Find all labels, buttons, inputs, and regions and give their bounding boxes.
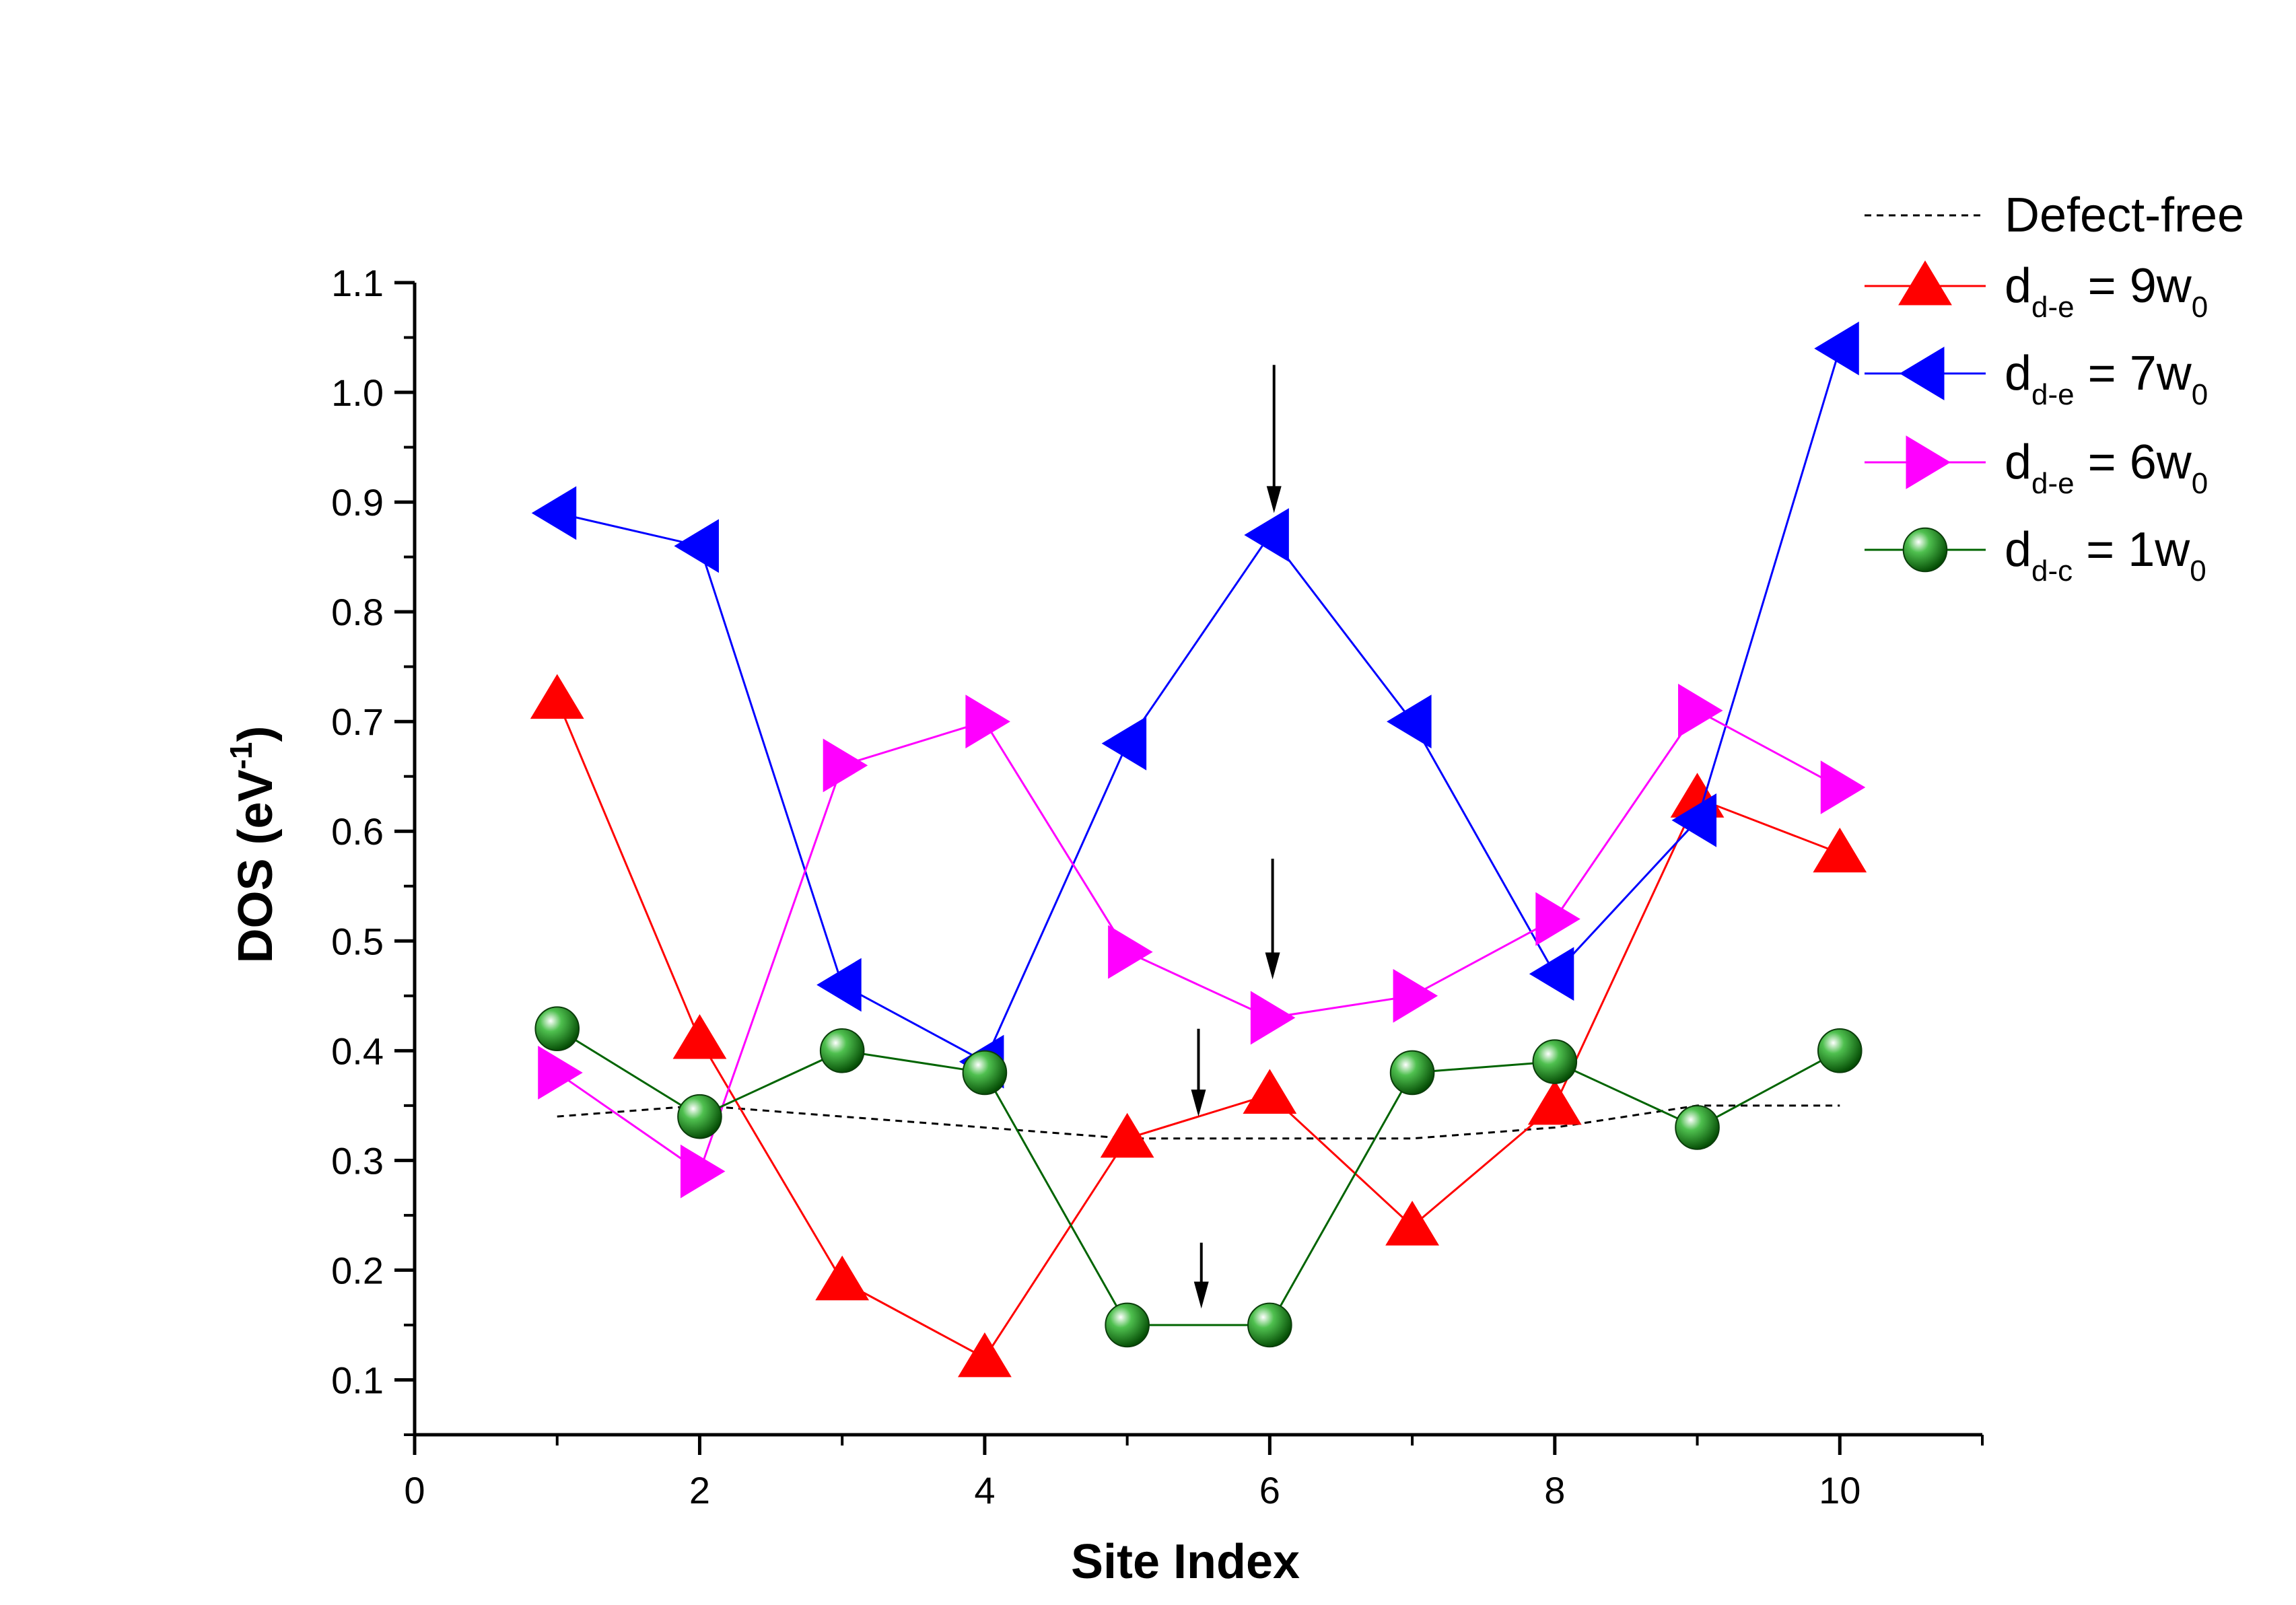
series-line-0	[557, 1104, 1840, 1140]
annotation-arrow-head-0	[1266, 486, 1282, 513]
legend-marker-2	[1900, 347, 1945, 400]
data-point-s3-8	[1535, 892, 1580, 946]
annotation-arrow-head-3	[1193, 1281, 1209, 1309]
data-point-s4-2	[677, 1094, 722, 1139]
data-point-s3-2	[680, 1144, 726, 1199]
data-point-s2-9	[1671, 793, 1717, 847]
data-point-s2-2	[674, 519, 719, 573]
y-tick-label: 0.6	[331, 810, 384, 853]
data-point-s2-10	[1814, 321, 1859, 376]
y-tick-label: 0.3	[331, 1139, 384, 1182]
x-tick-label: 2	[689, 1469, 710, 1511]
x-tick-label: 0	[404, 1469, 425, 1511]
data-point-s3-4	[965, 694, 1010, 749]
data-point-s2-8	[1529, 947, 1574, 1001]
data-point-s4-9	[1675, 1105, 1720, 1150]
data-point-s3-1	[538, 1046, 583, 1100]
data-point-s4-8	[1532, 1039, 1578, 1084]
y-tick-label: 0.7	[331, 701, 384, 743]
y-tick-label: 0.1	[331, 1359, 384, 1401]
data-point-s4-10	[1817, 1028, 1863, 1073]
data-point-s4-3	[819, 1028, 865, 1073]
data-point-s1-2	[672, 1014, 727, 1059]
annotation-arrow-head-2	[1191, 1090, 1206, 1117]
legend-label-3: dd-e = 6w0	[2005, 435, 2208, 500]
data-point-s1-3	[815, 1255, 870, 1301]
legend-label-2: dd-e = 7w0	[2005, 347, 2208, 411]
data-point-s1-8	[1527, 1079, 1582, 1125]
y-tick-label: 0.5	[331, 920, 384, 962]
data-point-s3-10	[1820, 760, 1866, 814]
data-point-s4-1	[534, 1006, 580, 1052]
x-tick-label: 8	[1544, 1469, 1565, 1511]
series-line-3	[556, 709, 1840, 1174]
y-tick-label: 0.8	[331, 591, 384, 633]
data-point-s3-6	[1250, 991, 1296, 1045]
data-point-s3-3	[823, 738, 868, 793]
legend-marker-3	[1906, 435, 1951, 489]
data-point-s1-1	[530, 674, 584, 719]
data-point-s4-5	[1105, 1302, 1150, 1348]
plot-area	[530, 321, 1867, 1378]
y-tick-label: 1.1	[331, 262, 384, 304]
data-point-s4-6	[1247, 1302, 1292, 1348]
data-point-s2-3	[816, 958, 862, 1012]
axes: 0.1 0.2 0.3 0.4 0.5 0.6 0.7 0.8 0.9 1.0 1.1 0 2 4 6 8 10	[331, 262, 1984, 1511]
data-point-s1-6	[1243, 1069, 1297, 1114]
legend-marker-1	[1898, 260, 1952, 306]
data-point-s2-6	[1244, 508, 1289, 562]
y-tick-label: 1.0	[331, 371, 384, 414]
data-point-s1-4	[958, 1332, 1012, 1378]
legend-label-4: dd-c = 1w0	[2005, 523, 2206, 587]
y-tick-label: 0.2	[331, 1249, 384, 1291]
series-line-2	[557, 348, 1841, 1063]
x-tick-label: 4	[974, 1469, 995, 1511]
legend-label-1: dd-e = 9w0	[2005, 259, 2208, 324]
data-point-s1-7	[1385, 1201, 1439, 1246]
data-point-s1-10	[1813, 827, 1867, 873]
data-point-s3-9	[1678, 683, 1723, 738]
data-point-s4-7	[1389, 1050, 1435, 1096]
data-point-s2-1	[531, 486, 577, 540]
y-tick-label: 0.9	[331, 481, 384, 524]
data-point-s2-7	[1387, 694, 1432, 749]
data-point-s3-7	[1393, 968, 1438, 1023]
data-point-s1-5	[1100, 1112, 1154, 1158]
legend-marker-4	[1902, 527, 1948, 573]
y-tick-label: 0.4	[331, 1030, 384, 1072]
x-tick-label: 10	[1819, 1469, 1860, 1511]
x-tick-label: 6	[1259, 1469, 1280, 1511]
annotation-arrow-head-1	[1265, 952, 1280, 980]
x-axis-title: Site Index	[1071, 1535, 1300, 1589]
data-point-s4-4	[962, 1050, 1008, 1096]
y-axis-title: DOS (eV-1)	[223, 726, 283, 964]
data-point-s2-5	[1101, 716, 1147, 771]
legend: Defect-free dd-e = 9w0 dd-e = 7w0 dd-e = 6w…	[1865, 188, 2244, 587]
series-line-4	[556, 1028, 1840, 1326]
legend-label-0: Defect-free	[2005, 188, 2244, 242]
data-point-s3-5	[1108, 925, 1153, 979]
